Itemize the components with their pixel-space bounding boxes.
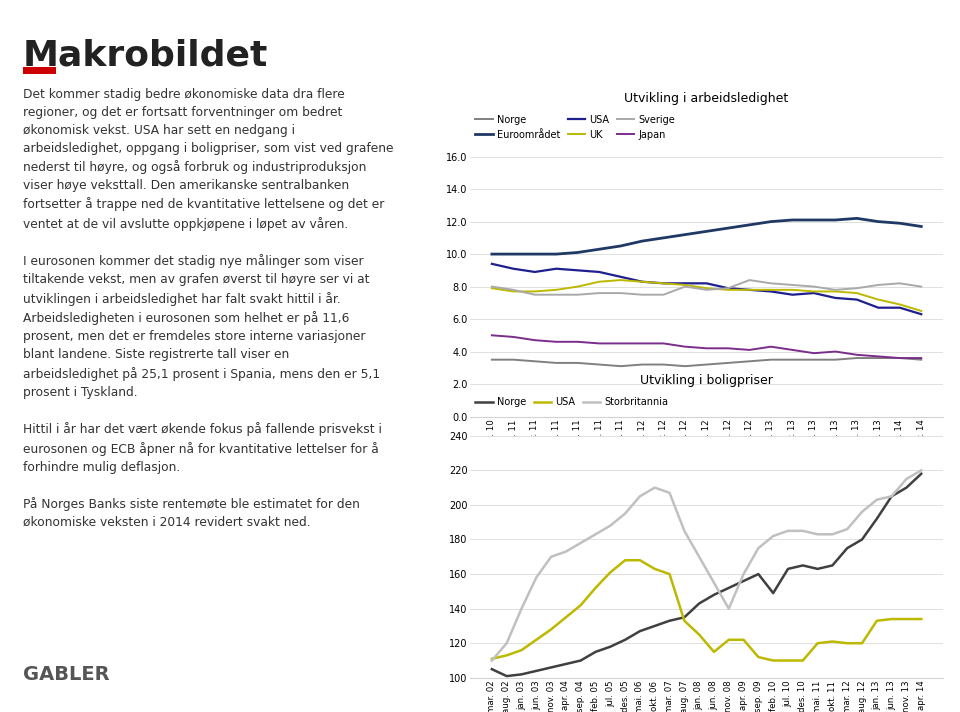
Legend: Norge, USA, Storbritannia: Norge, USA, Storbritannia: [475, 397, 668, 407]
Text: Det kommer stadig bedre økonomiske data dra flere
regioner, og det er fortsatt f: Det kommer stadig bedre økonomiske data …: [23, 88, 394, 529]
Text: Utvikling i arbeidsledighet: Utvikling i arbeidsledighet: [624, 92, 789, 105]
Legend: Norge, Euroområdet, USA, UK, Sverige, Japan: Norge, Euroområdet, USA, UK, Sverige, Ja…: [475, 115, 675, 140]
Text: Utvikling i boligpriser: Utvikling i boligpriser: [640, 375, 773, 387]
Bar: [23, 66, 57, 73]
Text: GABLER: GABLER: [23, 665, 109, 684]
Text: Makrobildet: Makrobildet: [23, 38, 269, 73]
